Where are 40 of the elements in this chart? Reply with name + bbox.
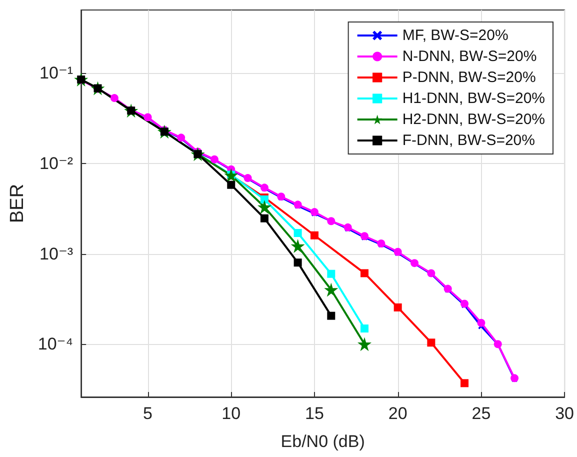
point	[394, 248, 402, 256]
point	[110, 94, 118, 102]
point	[224, 168, 238, 182]
y-axis-title: BER	[7, 184, 28, 224]
point	[344, 223, 352, 232]
point	[257, 200, 272, 214]
y-tick-label: 10⁻³	[40, 244, 74, 264]
point	[294, 228, 302, 237]
point	[360, 324, 368, 333]
point	[477, 318, 486, 327]
point	[294, 258, 302, 267]
x-axis-title: Eb/N0 (dB)	[280, 432, 365, 451]
legend-label: F-DNN, BW-S=20%	[402, 132, 535, 149]
legend-label: H1-DNN, BW-S=20%	[402, 90, 546, 107]
point	[324, 282, 338, 297]
point	[360, 269, 368, 278]
legend-label: MF, BW-S=20%	[402, 27, 508, 44]
point	[327, 270, 336, 278]
x-tick-label: 20	[388, 404, 408, 423]
y-tick-label: 10⁻²	[40, 154, 74, 173]
y-tick-label: 10⁻¹	[40, 64, 74, 83]
point	[357, 337, 372, 352]
point	[227, 180, 236, 189]
point	[290, 239, 305, 254]
point	[327, 312, 336, 320]
legend-label: H2-DNN, BW-S=20%	[402, 111, 546, 128]
y-tick-label: 10⁻⁴	[38, 334, 74, 354]
point	[460, 300, 469, 308]
point	[460, 379, 469, 388]
x-tick-label: 5	[143, 404, 153, 423]
x-tick-label: 30	[555, 404, 574, 423]
legend-label: N-DNN, BW-S=20%	[402, 48, 537, 65]
point	[260, 214, 268, 222]
point	[394, 303, 402, 312]
point	[310, 231, 318, 240]
legend-label: P-DNN, BW-S=20%	[402, 69, 536, 86]
x-tick-label: 15	[305, 404, 324, 423]
x-tick-label: 25	[472, 404, 491, 423]
x-tick-label: 10	[222, 404, 241, 423]
point	[427, 338, 436, 347]
